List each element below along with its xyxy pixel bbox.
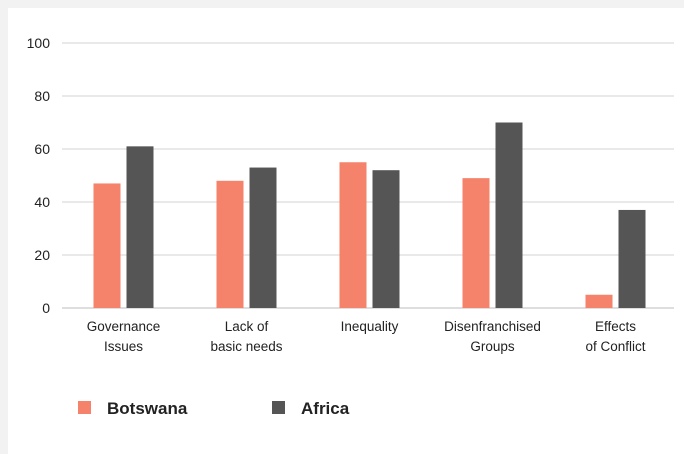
bar-africa-0: [126, 146, 154, 308]
x-category-label: of Conflict: [585, 339, 645, 354]
legend-label-africa: Africa: [301, 399, 350, 418]
y-tick-label: 100: [27, 35, 51, 51]
bar-africa-4: [618, 209, 646, 308]
y-tick-label: 60: [34, 141, 50, 157]
bar-botswana-0: [93, 183, 121, 308]
bar-botswana-4: [585, 294, 613, 308]
bar-africa-1: [249, 167, 277, 308]
x-category-label: Issues: [104, 339, 143, 354]
x-category-label: basic needs: [210, 339, 282, 354]
x-category-label: Lack of: [225, 319, 269, 334]
x-category-label: Inequality: [341, 319, 399, 334]
x-category-label: Disenfranchised: [444, 319, 541, 334]
y-tick-label: 0: [42, 300, 50, 316]
bar-africa-2: [372, 170, 400, 308]
x-category-label: Effects: [595, 319, 636, 334]
legend-swatch-africa: [272, 401, 285, 414]
legend-swatch-botswana: [78, 401, 91, 414]
y-tick-label: 80: [34, 88, 50, 104]
legend-label-botswana: Botswana: [107, 399, 188, 418]
y-tick-label: 20: [34, 247, 50, 263]
x-category-label: Groups: [470, 339, 515, 354]
x-category-label: Governance: [87, 319, 161, 334]
bar-botswana-2: [339, 162, 367, 308]
bar-africa-3: [495, 122, 523, 308]
bar-botswana-3: [462, 178, 490, 308]
bar-botswana-1: [216, 180, 244, 308]
y-tick-label: 40: [34, 194, 50, 210]
